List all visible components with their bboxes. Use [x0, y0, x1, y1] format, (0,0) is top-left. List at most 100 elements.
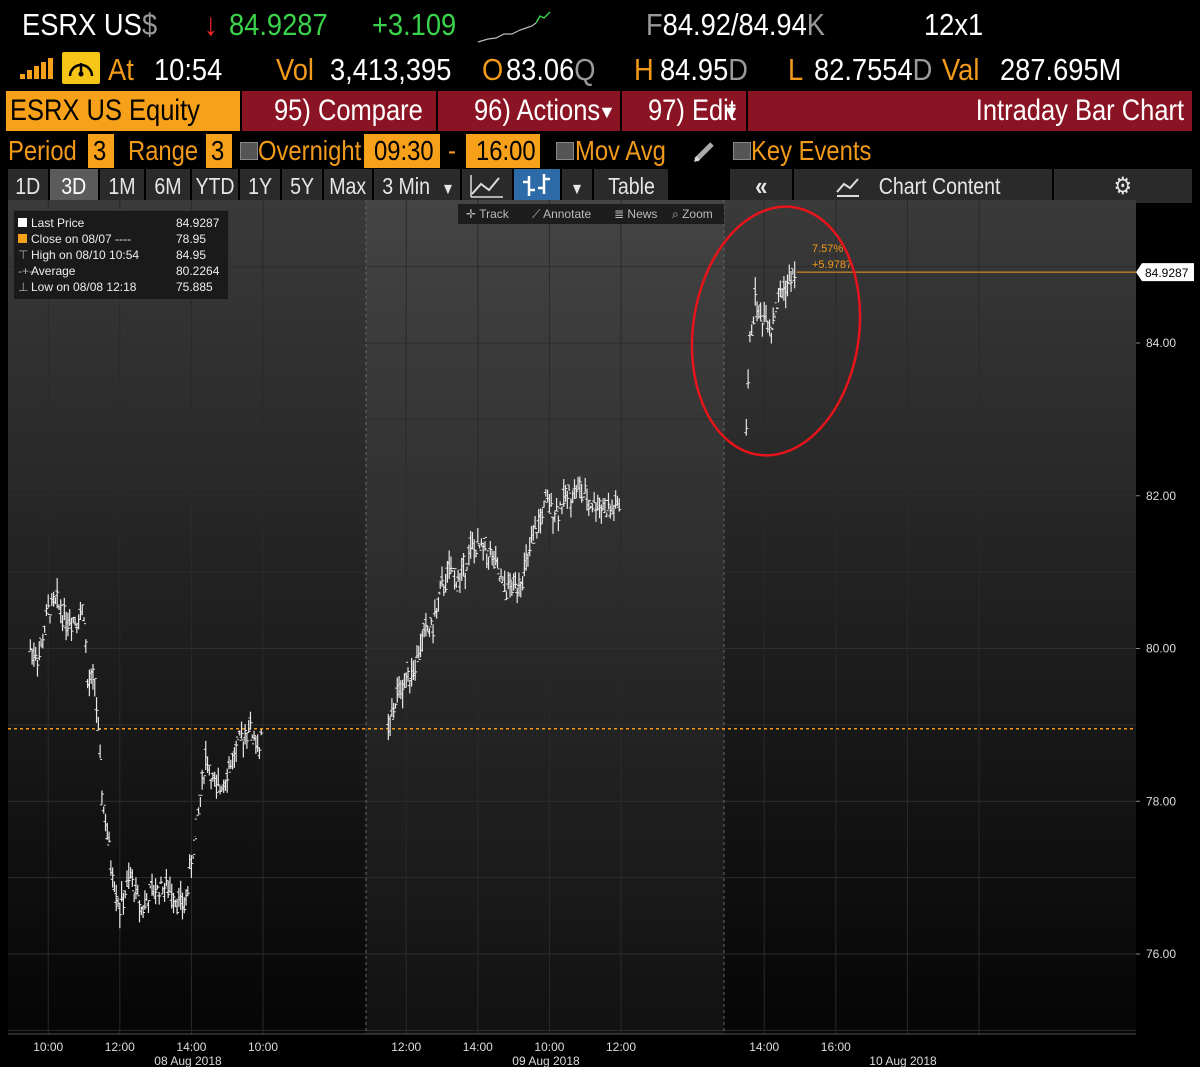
open-label: O [482, 52, 504, 87]
table-button[interactable]: Table [594, 169, 669, 203]
price-bar [193, 836, 197, 841]
price-bar [62, 597, 67, 621]
price-bar [760, 320, 765, 337]
price-bar [82, 617, 87, 625]
double-chevron-left-icon: « [754, 171, 768, 201]
price-bar [604, 510, 609, 518]
price-bar [429, 617, 434, 626]
price-bar [243, 724, 248, 745]
annotate-button[interactable]: ⟋ Annotate [532, 207, 592, 221]
price-bar [48, 614, 53, 624]
key-events-checkbox[interactable] [733, 142, 751, 160]
price-bar [123, 890, 128, 899]
speedometer-icon[interactable] [62, 52, 100, 84]
range-field[interactable]: 3 [206, 134, 232, 168]
price-bar [746, 369, 751, 389]
mov-avg-label: Mov Avg [575, 135, 666, 166]
price-bar [549, 492, 554, 507]
track-button[interactable]: ✛ Track [466, 207, 509, 221]
sparkline-icon [477, 11, 551, 43]
price-bar [37, 641, 42, 661]
overnight-checkbox[interactable] [240, 142, 258, 160]
day-shade [366, 200, 724, 1034]
price-bar [90, 663, 95, 690]
tab-1y[interactable]: 1Y [240, 169, 281, 203]
price-bar [440, 566, 445, 587]
price-bar [107, 831, 112, 846]
x-tick-label: 14:00 [463, 1040, 493, 1054]
price-bar [46, 594, 51, 610]
high-value: 84.95D [660, 52, 748, 87]
price-bar [166, 880, 171, 899]
price-bar [259, 729, 264, 736]
price-bar [463, 570, 468, 590]
quote-time: 10:54 [154, 52, 223, 87]
price-bar [413, 659, 418, 681]
security-field[interactable]: ESRX US Equity [6, 91, 240, 131]
legend-item: Close on 08/07 ---- 78.95 [18, 231, 206, 247]
collapse-button[interactable]: « [730, 169, 793, 203]
intraday-bar-chart[interactable]: 84.9287 7.57% +5.9787 76.00 78.00 80.00 82.00… [0, 200, 1200, 1067]
mov-avg-checkbox[interactable] [556, 142, 574, 160]
price-bar [567, 484, 572, 494]
price-bar [80, 604, 85, 616]
tab-3d[interactable]: 3D [50, 169, 99, 203]
price-bar [461, 553, 466, 577]
pencil-icon[interactable] [692, 138, 718, 164]
x-tick-label: 10:00 [248, 1040, 278, 1054]
price-bar [194, 814, 199, 820]
chart-content-button[interactable]: Chart Content [794, 169, 1053, 203]
tab-max[interactable]: Max [324, 169, 373, 203]
traded-value: 287.695M [1000, 52, 1122, 87]
price-bar [508, 572, 513, 598]
tab-1m[interactable]: 1M [100, 169, 145, 203]
price-bar [162, 882, 167, 902]
tab-ytd[interactable]: YTD [192, 169, 239, 203]
tab-spacer [670, 169, 730, 203]
tab-1d[interactable]: 1D [8, 169, 49, 203]
interval-dropdown[interactable]: 3 Min ▼ [374, 169, 461, 203]
price-bar [216, 767, 221, 787]
price-bar [391, 702, 396, 719]
price-bar [257, 747, 262, 760]
low-value: 82.7554D [814, 52, 933, 87]
tab-5y[interactable]: 5Y [282, 169, 323, 203]
price-bar [201, 775, 206, 785]
news-button[interactable]: ≣ News [614, 207, 658, 221]
x-tick-label: 10:00 [33, 1040, 63, 1054]
actions-menu[interactable]: 96) Actions ▼ [438, 91, 620, 131]
edit-menu[interactable]: 97) Edit ▼ [622, 91, 746, 131]
price-bar [565, 488, 570, 509]
y-tick-label: 76.00 [1146, 947, 1176, 961]
settings-button[interactable]: ⚙ [1054, 169, 1193, 203]
abs-change-annotation: +5.9787 [812, 259, 852, 271]
price-bar [126, 862, 131, 889]
chart-type-dropdown[interactable]: ▼ [562, 169, 593, 203]
price-bar [92, 677, 97, 697]
zoom-button[interactable]: ⌕ Zoom [672, 207, 713, 221]
line-chart-icon [470, 175, 503, 198]
end-time-field[interactable]: 16:00 [466, 134, 540, 168]
price-bar [117, 902, 122, 929]
price-bar [44, 604, 49, 617]
price-bar [491, 550, 496, 569]
price-bar [577, 476, 582, 499]
price-bar [42, 625, 47, 635]
bar-chart-button[interactable] [514, 169, 561, 203]
period-field[interactable]: 3 [88, 134, 114, 168]
price-bar [513, 571, 518, 589]
price-bar [499, 568, 504, 583]
line-chart-button[interactable] [462, 169, 513, 203]
price-bar [198, 794, 203, 808]
signal-bars-icon [20, 58, 53, 79]
start-time-field[interactable]: 09:30 [364, 134, 440, 168]
tab-6m[interactable]: 6M [146, 169, 191, 203]
annotate-icon: ⟋ [532, 207, 541, 221]
price-bar [769, 329, 774, 344]
volume-value: 3,413,395 [330, 52, 452, 87]
compare-button[interactable]: 95) Compare [242, 91, 436, 131]
price-bar [542, 500, 547, 508]
title-bar: Intraday Bar Chart [748, 91, 1192, 131]
price-bar [450, 568, 455, 572]
price-bar [158, 876, 163, 884]
